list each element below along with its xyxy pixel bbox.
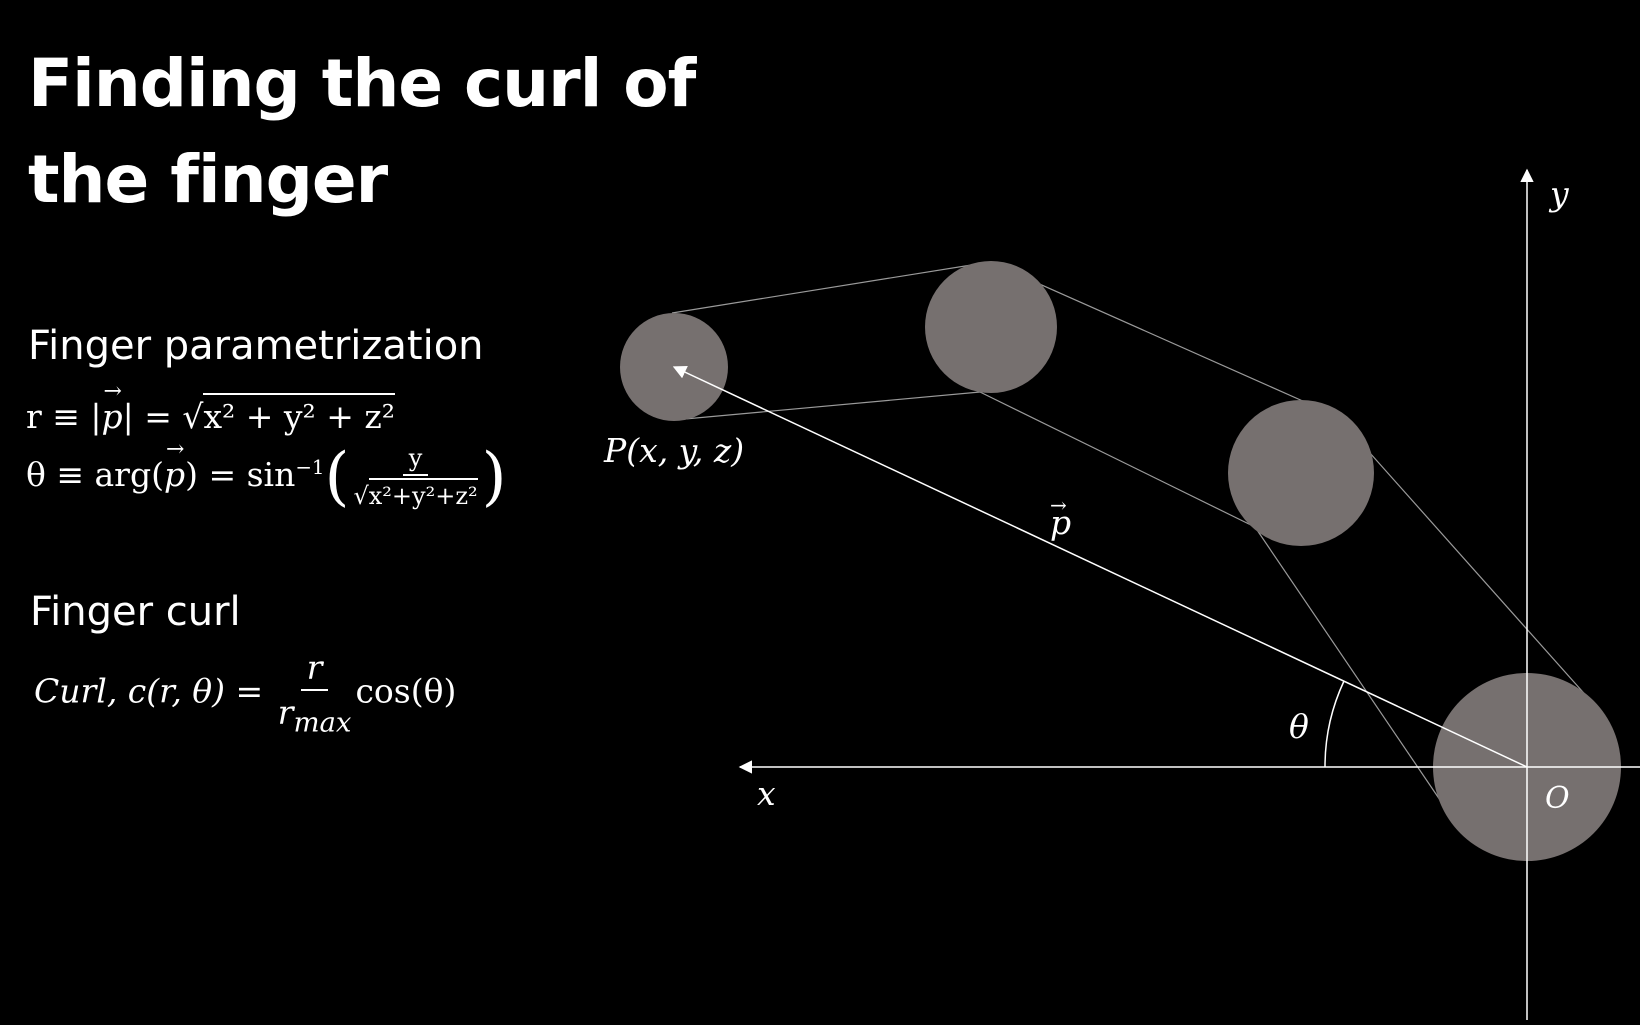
vector-label: p: [1050, 503, 1071, 542]
eq-theta-exponent: −1: [295, 456, 325, 479]
eq-curl-denominator-base: r: [277, 693, 294, 732]
eq-theta-denominator-wrap: √x²+y²+z²: [353, 476, 478, 510]
point-label: P(x, y, z): [603, 431, 744, 470]
eq-theta-numerator: y: [402, 444, 429, 476]
x-axis-label: x: [757, 774, 776, 813]
position-vector: [672, 366, 1528, 768]
outline-segment-3-bottom: [1254, 526, 1441, 801]
outline-segment-1-bottom: [673, 391, 981, 421]
eq-theta-vector-p: p: [164, 437, 185, 494]
eq-r-radicand: x² + y² + z²: [203, 393, 396, 436]
eq-theta-open-paren: (: [324, 440, 350, 514]
eq-theta-lhs: θ ≡ arg(: [26, 455, 164, 494]
angle-arc: [1324, 680, 1345, 768]
section-heading-parametrization: Finger parametrization: [28, 323, 484, 369]
eq-theta-fraction: y √x²+y²+z²: [353, 444, 478, 510]
equation-theta-definition: θ ≡ arg(p) = sin−1(y√x²+y²+z²): [26, 437, 507, 514]
outline-segment-1-top: [671, 261, 991, 314]
angle-label: θ: [1289, 707, 1309, 746]
outline-segment-2-top: [989, 261, 1306, 403]
eq-curl-rhs: cos(θ): [355, 671, 457, 711]
equation-r-definition: r ≡ |p| = √x² + y² + z²: [26, 379, 396, 436]
proximal-joint: [1228, 400, 1374, 546]
outline-segment-2-bottom: [979, 391, 1256, 528]
middle-joint: [925, 261, 1057, 393]
eq-curl-numerator: r: [300, 648, 329, 691]
outline-segment-3-top: [1344, 424, 1591, 701]
eq-curl-lhs: Curl, c(r, θ) =: [34, 671, 274, 711]
eq-r-lhs: r ≡ |: [26, 397, 102, 436]
equation-curl: Curl, c(r, θ) = r rmax cos(θ): [34, 648, 456, 739]
title-line-1: Finding the curl of: [28, 45, 696, 122]
eq-theta-close-paren: ): [481, 440, 507, 514]
finger-outline: [671, 261, 1591, 801]
eq-r-mid: | = √: [122, 397, 204, 436]
title-line-2: the finger: [28, 141, 388, 218]
vector-arrow-glyph: →: [1050, 493, 1067, 517]
section-heading-curl: Finger curl: [30, 589, 241, 635]
eq-r-vector-p: p: [102, 379, 123, 436]
eq-curl-fraction: r rmax: [278, 648, 352, 739]
eq-theta-denominator: x²+y²+z²: [368, 478, 478, 510]
eq-theta-mid: ) = sin: [185, 455, 296, 494]
eq-curl-denominator-sub: max: [293, 706, 352, 739]
eq-curl-denominator: rmax: [278, 691, 352, 739]
slide-title: Finding the curl of the finger: [28, 36, 696, 228]
origin-label: O: [1545, 781, 1570, 816]
y-axis-label: y: [1548, 174, 1569, 213]
